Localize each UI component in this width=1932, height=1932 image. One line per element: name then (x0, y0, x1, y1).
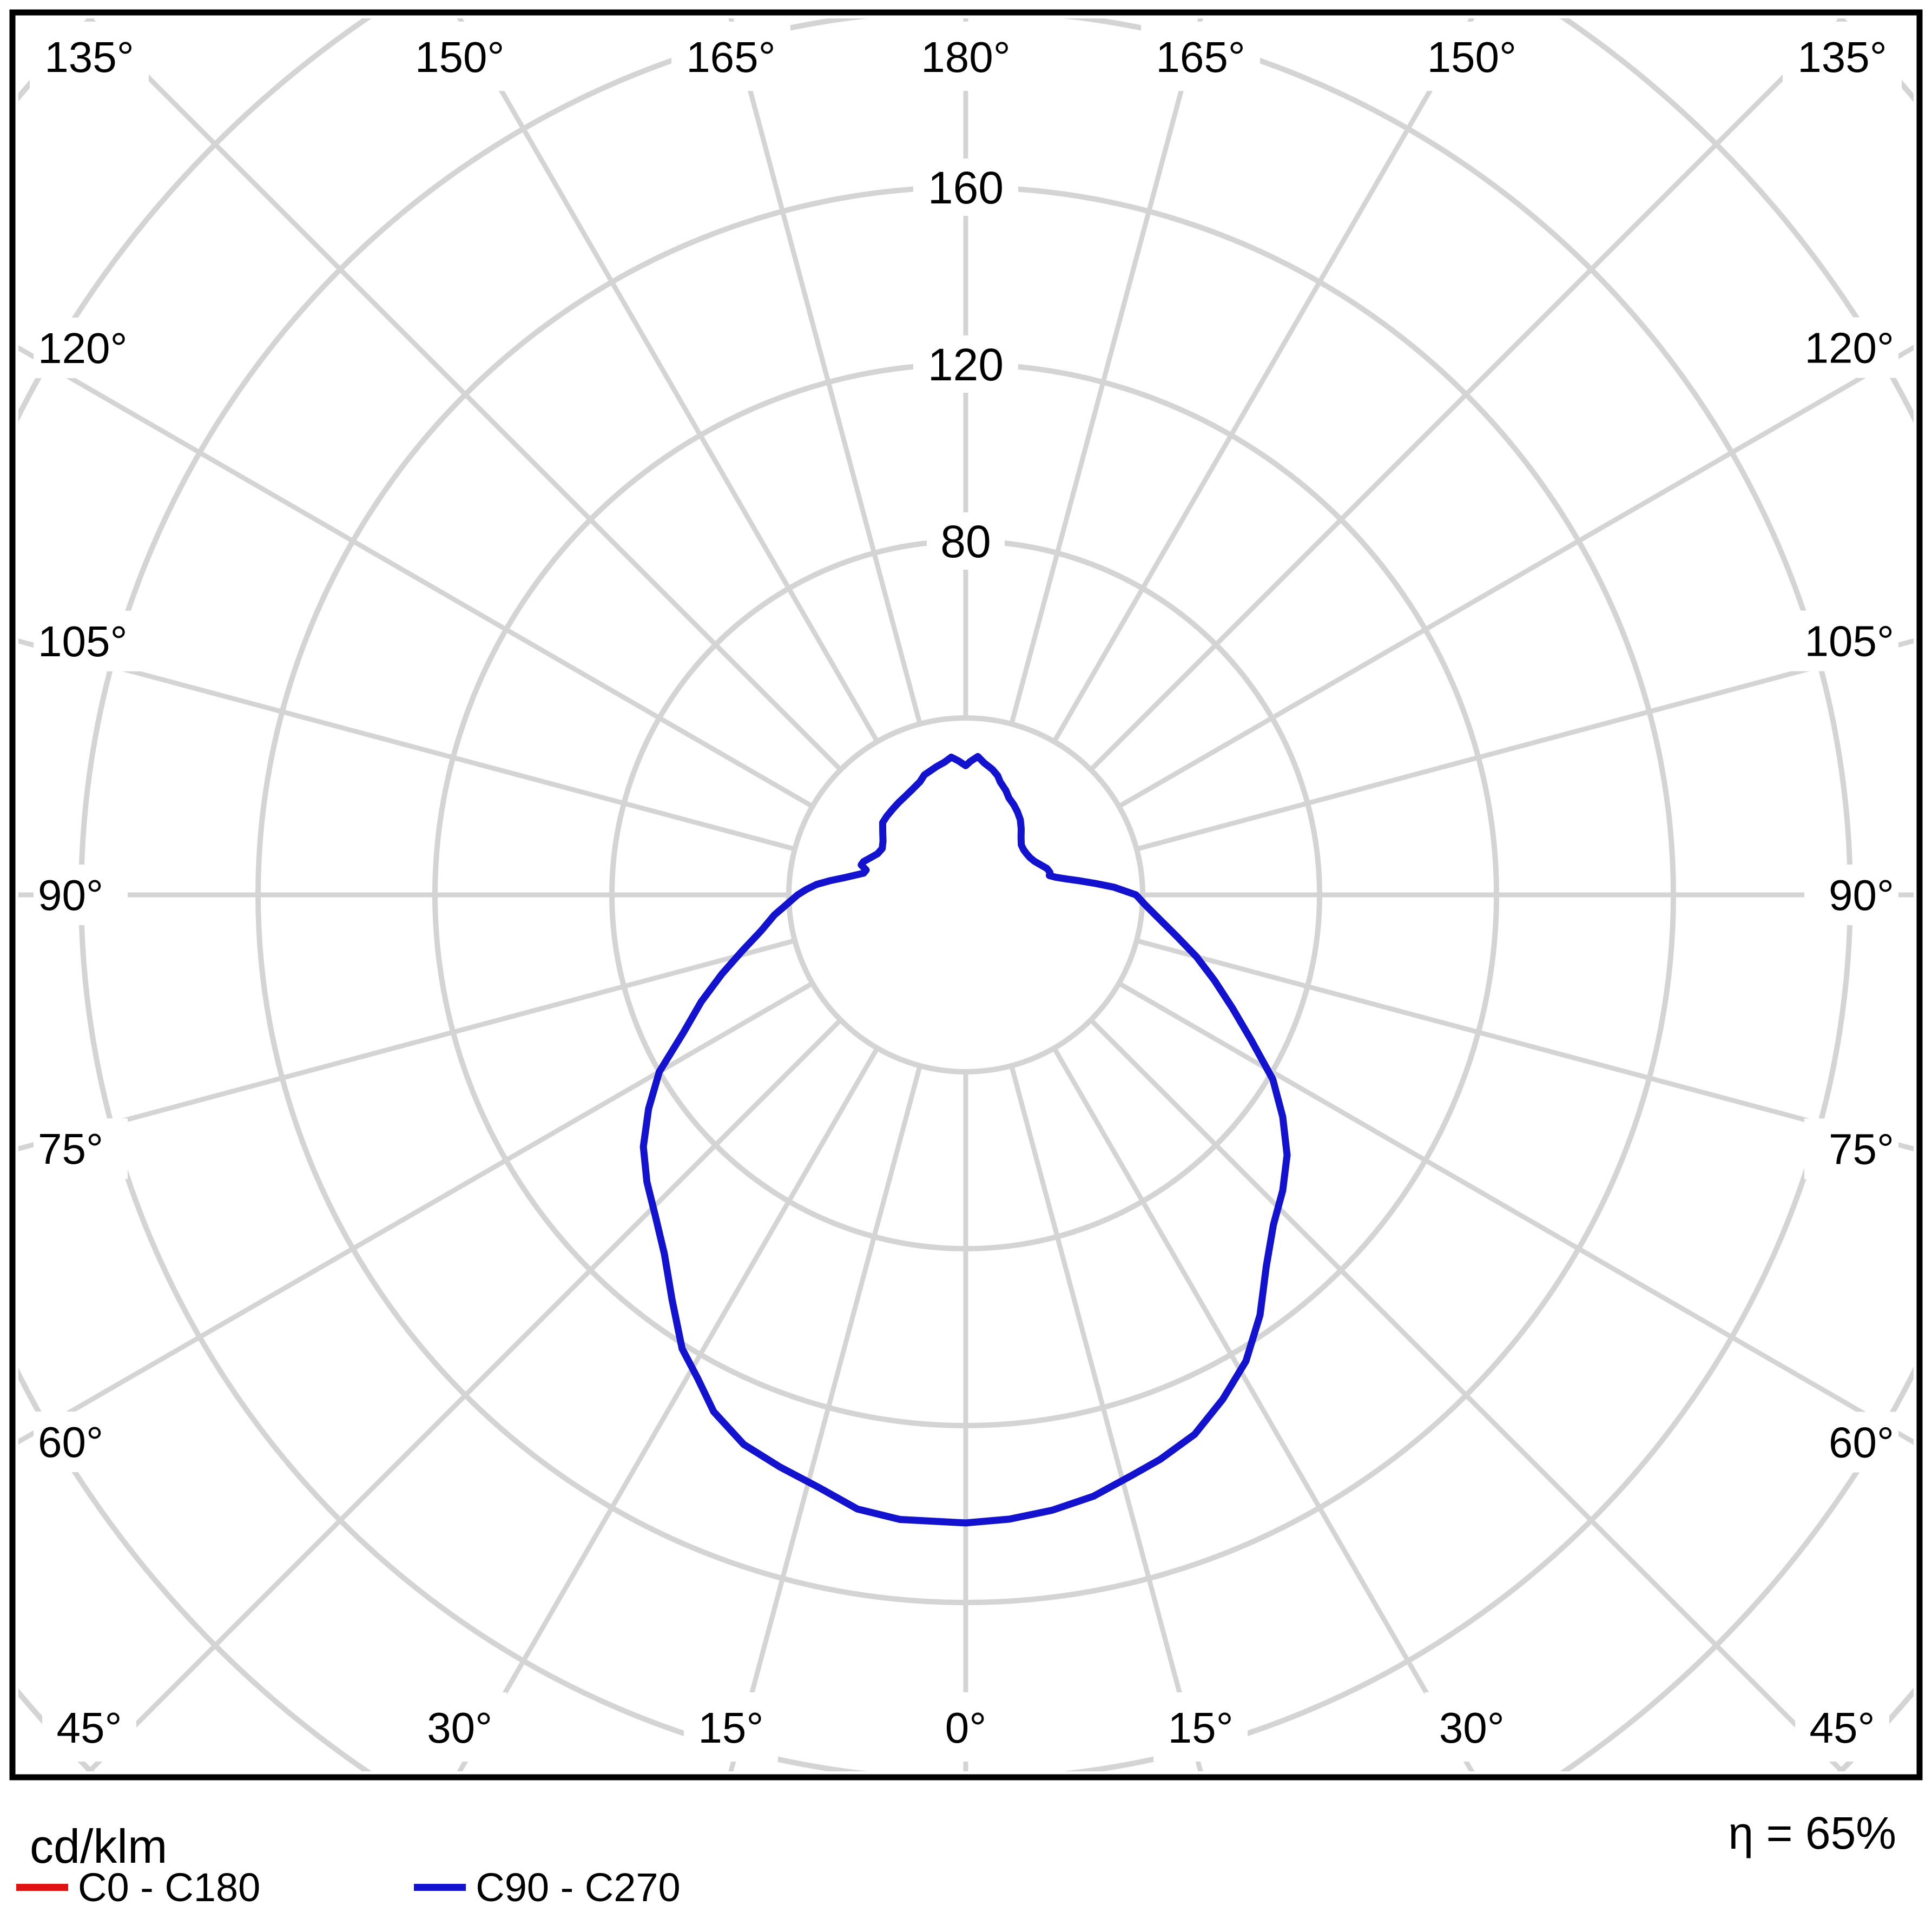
angle-label: 105° (1805, 617, 1894, 665)
label-gap (1804, 1412, 1898, 1473)
angle-label: 75° (1829, 1125, 1894, 1173)
legend-line-c90-icon (414, 1883, 466, 1891)
radial-tick-label: 120 (928, 339, 1004, 390)
label-gap (34, 318, 153, 379)
label-gap (1425, 1692, 1519, 1762)
polar-grid-ray (18, 981, 814, 1445)
label-gap (906, 22, 1025, 91)
polar-grid-ray (728, 1065, 922, 1771)
polar-grid-ray (1117, 981, 1914, 1445)
label-gap (913, 159, 1018, 216)
label-gap (400, 22, 519, 91)
angle-label: 120° (1805, 324, 1894, 372)
efficiency-label: η = 65% (1728, 1808, 1896, 1858)
label-gap (34, 1118, 128, 1179)
angle-label: 135° (1797, 33, 1887, 81)
polar-grid-ray (1136, 938, 1914, 1152)
curve-c90-c270 (639, 753, 1291, 1527)
label-gap (683, 1692, 778, 1762)
polar-grid-ray (18, 638, 796, 852)
label-gap (412, 1692, 507, 1762)
plot-frame (9, 9, 1923, 1781)
legend-label-c0: C0 - C180 (78, 1864, 261, 1910)
angle-label: 30° (427, 1704, 492, 1752)
angle-label: 120° (38, 324, 127, 372)
angle-label: 90° (38, 871, 103, 919)
angle-label: 180° (921, 33, 1010, 81)
polar-grid-ray (1052, 18, 1475, 743)
label-gap (30, 22, 149, 91)
angle-label: 60° (1829, 1419, 1894, 1467)
label-gap (42, 1692, 136, 1762)
label-gap (1779, 317, 1898, 378)
label-gap (1804, 865, 1898, 925)
legend-line-c0-icon (16, 1883, 68, 1891)
label-gap (34, 1411, 128, 1472)
polar-grid-ray (1009, 1065, 1203, 1771)
label-gap (34, 865, 128, 925)
polar-grid-ray (728, 18, 922, 725)
polar-grid-ray (1136, 638, 1914, 852)
legend-label-c90: C90 - C270 (476, 1864, 681, 1910)
label-gap (1141, 22, 1261, 91)
polar-grid-ray (457, 18, 880, 743)
label-gap (1153, 1692, 1248, 1762)
angle-label: 165° (1156, 33, 1245, 81)
label-gap (913, 335, 1018, 393)
polar-grid-ray (18, 938, 796, 1151)
label-gap (34, 610, 153, 671)
label-gap (1779, 610, 1898, 671)
angle-label: 15° (698, 1704, 763, 1752)
label-gap (1783, 22, 1902, 91)
angle-label: 30° (1439, 1704, 1505, 1752)
angle-label: 105° (38, 617, 127, 665)
unit-label: cd/klm (30, 1819, 168, 1873)
angle-label: 135° (44, 33, 134, 81)
angle-label: 0° (945, 1704, 986, 1752)
angle-label: 150° (415, 33, 504, 81)
label-gap (931, 1692, 1000, 1762)
label-gap (671, 22, 790, 91)
label-gap (1804, 1118, 1898, 1179)
label-gap (1412, 22, 1532, 91)
radial-tick-label: 160 (928, 162, 1004, 213)
polar-grid-circle (786, 715, 1145, 1074)
angle-label: 150° (1427, 33, 1516, 81)
polar-grid-ray (1117, 345, 1914, 809)
legend: C0 - C180 C90 - C270 (16, 1860, 681, 1914)
angle-label: 90° (1829, 871, 1894, 919)
angle-label: 60° (38, 1418, 103, 1466)
radial-tick-label: 80 (940, 516, 991, 567)
angle-label: 15° (1168, 1704, 1234, 1752)
angle-label: 45° (1810, 1704, 1875, 1752)
angle-label: 75° (38, 1125, 103, 1173)
angle-label: 165° (686, 33, 775, 81)
polar-grid-ray (1009, 18, 1203, 725)
polar-grid-ray (18, 345, 814, 809)
label-gap (927, 512, 1005, 570)
polar-grid-ray (1052, 1046, 1475, 1771)
angle-label: 45° (57, 1704, 122, 1752)
polar-grid-ray (457, 1046, 880, 1771)
label-gap (1795, 1692, 1889, 1762)
